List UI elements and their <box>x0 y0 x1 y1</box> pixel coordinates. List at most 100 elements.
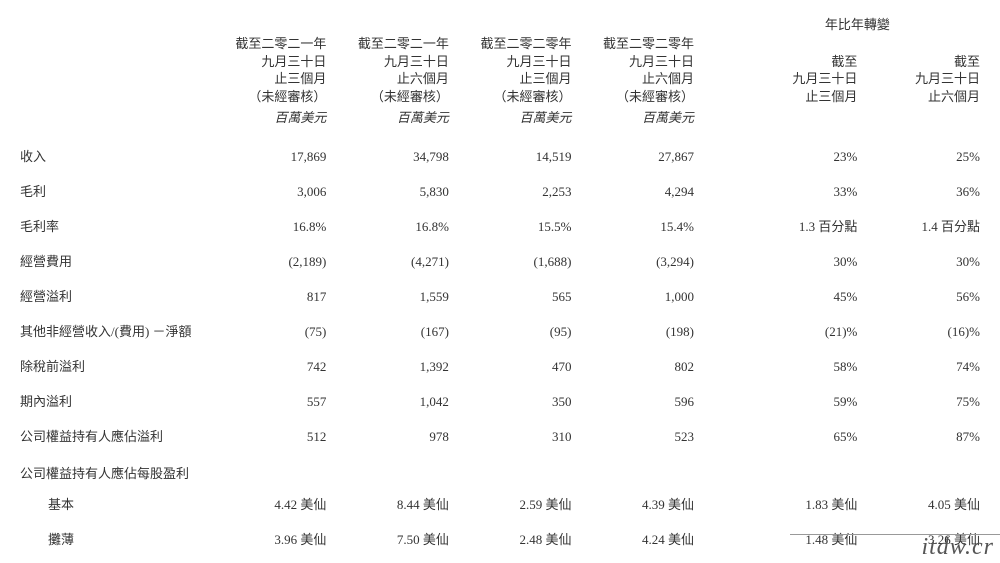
financial-table-page: 年比年轉變 截至二零二一年 截至二零二一年 截至二零二零年 截至二零二零年 九月… <box>0 0 1000 563</box>
cell: 30% <box>857 243 980 278</box>
col-header: 止三個月 <box>204 70 327 88</box>
row-label: 除稅前溢利 <box>20 348 204 383</box>
header-row-4: （未經審核） （未經審核） （未經審核） （未經審核） 止三個月 止六個月 <box>20 88 980 106</box>
cell: (95) <box>449 313 572 348</box>
cell: 3,006 <box>204 173 327 208</box>
cell: 58% <box>735 348 858 383</box>
col-header: 止三個月 <box>735 88 858 106</box>
eps-header: 公司權益持有人應佔每股盈利 <box>20 459 980 486</box>
financial-table: 年比年轉變 截至二零二一年 截至二零二一年 截至二零二零年 截至二零二零年 九月… <box>20 14 980 556</box>
cell: 15.5% <box>449 208 572 243</box>
cell: 4.05 美仙 <box>857 486 980 521</box>
cell: (4,271) <box>326 243 449 278</box>
cell: 3.96 美仙 <box>204 521 327 556</box>
cell: 4,294 <box>571 173 694 208</box>
cell: 87% <box>857 418 980 453</box>
cell: 978 <box>326 418 449 453</box>
cell: 310 <box>449 418 572 453</box>
row-label: 基本 <box>20 486 204 521</box>
cell: 4.24 美仙 <box>571 521 694 556</box>
cell: (2,189) <box>204 243 327 278</box>
col-header: 止三個月 <box>449 70 572 88</box>
header-row-unit: 百萬美元 百萬美元 百萬美元 百萬美元 <box>20 105 980 132</box>
row-label: 經營溢利 <box>20 278 204 313</box>
table-row: 期內溢利 557 1,042 350 596 59% 75% <box>20 383 980 418</box>
cell: 23% <box>735 138 858 173</box>
cell: 14,519 <box>449 138 572 173</box>
row-label: 期內溢利 <box>20 383 204 418</box>
row-label: 收入 <box>20 138 204 173</box>
cell: 557 <box>204 383 327 418</box>
col-header: （未經審核） <box>204 88 327 106</box>
table-row: 公司權益持有人應佔溢利 512 978 310 523 65% 87% <box>20 418 980 453</box>
cell: 45% <box>735 278 858 313</box>
cell: 2.48 美仙 <box>449 521 572 556</box>
cell: (21)% <box>735 313 858 348</box>
table-row: 除稅前溢利 742 1,392 470 802 58% 74% <box>20 348 980 383</box>
cell: 817 <box>204 278 327 313</box>
cell: 27,867 <box>571 138 694 173</box>
col-header: 截至二零二一年 <box>326 35 449 53</box>
col-header: （未經審核） <box>449 88 572 106</box>
row-label: 攤薄 <box>20 521 204 556</box>
cell: 36% <box>857 173 980 208</box>
col-unit <box>735 105 858 132</box>
col-header: 九月三十日 <box>571 53 694 71</box>
table-row: 毛利率 16.8% 16.8% 15.5% 15.4% 1.3 百分點 1.4 … <box>20 208 980 243</box>
cell: 74% <box>857 348 980 383</box>
col-header: 九月三十日 <box>449 53 572 71</box>
cell: 16.8% <box>204 208 327 243</box>
cell: (167) <box>326 313 449 348</box>
col-header: 截至二零二一年 <box>204 35 327 53</box>
col-header: 止六個月 <box>571 70 694 88</box>
cell: 56% <box>857 278 980 313</box>
cell: 17,869 <box>204 138 327 173</box>
header-group-row: 年比年轉變 <box>20 14 980 35</box>
col-header: （未經審核） <box>571 88 694 106</box>
cell: 15.4% <box>571 208 694 243</box>
header-row-1: 截至二零二一年 截至二零二一年 截至二零二零年 截至二零二零年 <box>20 35 980 53</box>
header-yoy-group: 年比年轉變 <box>735 14 980 35</box>
col-unit: 百萬美元 <box>326 105 449 132</box>
col-unit: 百萬美元 <box>449 105 572 132</box>
cell: 802 <box>571 348 694 383</box>
table-row: 基本 4.42 美仙 8.44 美仙 2.59 美仙 4.39 美仙 1.83 … <box>20 486 980 521</box>
cell: 1,392 <box>326 348 449 383</box>
cell: 1.4 百分點 <box>857 208 980 243</box>
cell: 16.8% <box>326 208 449 243</box>
col-header: 止六個月 <box>857 88 980 106</box>
col-header <box>857 35 980 53</box>
col-header: （未經審核） <box>326 88 449 106</box>
cell: 1.3 百分點 <box>735 208 858 243</box>
cell: 4.39 美仙 <box>571 486 694 521</box>
col-unit <box>857 105 980 132</box>
col-header: 截至二零二零年 <box>571 35 694 53</box>
col-header: 九月三十日 <box>204 53 327 71</box>
col-unit: 百萬美元 <box>204 105 327 132</box>
cell: 2,253 <box>449 173 572 208</box>
cell: (3,294) <box>571 243 694 278</box>
col-header: 九月三十日 <box>326 53 449 71</box>
cell: 350 <box>449 383 572 418</box>
cell: 742 <box>204 348 327 383</box>
col-unit: 百萬美元 <box>571 105 694 132</box>
col-header: 九月三十日 <box>735 70 858 88</box>
cell: 59% <box>735 383 858 418</box>
cell: 2.59 美仙 <box>449 486 572 521</box>
row-label: 其他非經營收入/(費用) －淨額 <box>20 313 204 348</box>
cell: 65% <box>735 418 858 453</box>
cell: (1,688) <box>449 243 572 278</box>
row-label: 毛利率 <box>20 208 204 243</box>
row-label: 經營費用 <box>20 243 204 278</box>
cell: 1,559 <box>326 278 449 313</box>
cell: 1.48 美仙 <box>735 521 858 556</box>
cell: 512 <box>204 418 327 453</box>
cell: 470 <box>449 348 572 383</box>
col-header: 截至二零二零年 <box>449 35 572 53</box>
cell: (16)% <box>857 313 980 348</box>
cell: 30% <box>735 243 858 278</box>
eps-header-row: 公司權益持有人應佔每股盈利 <box>20 459 980 486</box>
cell: 25% <box>857 138 980 173</box>
col-header: 止六個月 <box>326 70 449 88</box>
cell: 565 <box>449 278 572 313</box>
